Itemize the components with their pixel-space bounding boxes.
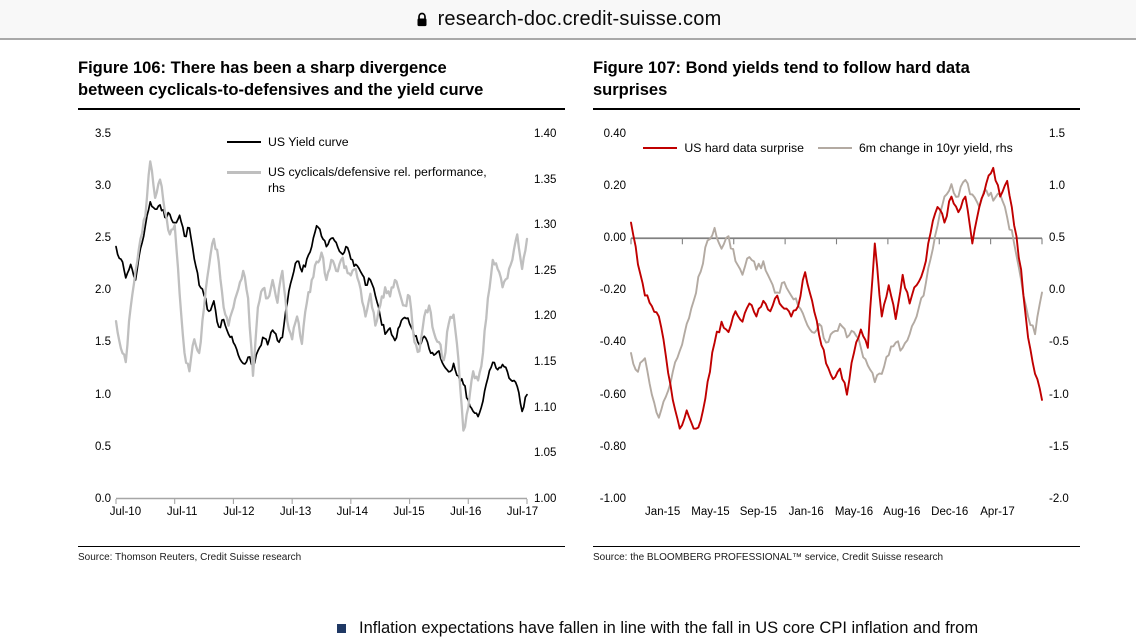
document-page: Figure 106: There has been a sharp diver… — [0, 40, 1136, 638]
figure-106-source-note: Source: Thomson Reuters, Credit Suisse r… — [78, 545, 565, 563]
y-tick-label: -0.40 — [599, 336, 626, 349]
y-tick-label: 3.5 — [95, 127, 111, 140]
figure-106-y-axis-left: 3.5 3.0 2.5 2.0 1.5 1.0 0.5 0.0 — [78, 128, 116, 505]
y-tick-label: -0.5 — [1049, 336, 1069, 349]
legend-line-swatch — [226, 140, 261, 143]
y-tick-label: -1.00 — [599, 492, 626, 505]
lock-icon — [415, 11, 429, 28]
x-tick-label: Jul-16 — [450, 505, 482, 518]
x-tick-label: May-15 — [691, 505, 730, 518]
legend-item: 6m change in 10yr yield, rhs — [817, 140, 1013, 157]
figure-107-chart-lines — [631, 134, 1042, 499]
figure-106-title-line1: Figure 106: There has been a sharp diver… — [78, 59, 447, 77]
figure-107-y-axis-right: 1.5 1.0 0.5 0.0 -0.5 -1.0 -1.5 -2.0 — [1042, 128, 1080, 505]
x-tick-label: Aug-16 — [883, 505, 921, 518]
y-tick-label: 1.5 — [1049, 127, 1065, 140]
browser-address-bar[interactable]: research-doc.credit-suisse.com — [0, 0, 1136, 40]
legend-label: US cyclicals/defensive rel. performance,… — [267, 164, 487, 195]
legend-item: US cyclicals/defensive rel. performance,… — [226, 164, 487, 197]
figure-106-plot-area: US Yield curve US cyclicals/defensive rel… — [110, 134, 538, 518]
y-tick-label: -2.0 — [1049, 492, 1069, 505]
y-tick-label: -1.0 — [1049, 388, 1069, 401]
y-tick-label: 1.10 — [534, 401, 557, 414]
y-tick-label: 1.00 — [534, 492, 557, 505]
figure-107-title: Figure 107: Bond yields tend to follow h… — [593, 57, 1080, 110]
legend-label: US Yield curve — [267, 134, 349, 149]
x-tick-label: Dec-16 — [931, 505, 969, 518]
y-tick-label: 2.0 — [95, 284, 111, 297]
figure-106: Figure 106: There has been a sharp diver… — [78, 57, 565, 563]
y-tick-label: 0.5 — [95, 440, 111, 453]
y-tick-label: 1.15 — [534, 356, 557, 368]
figure-107-title-line1: Figure 107: Bond yields tend to follow h… — [593, 59, 970, 77]
figure-107-plot-area: US hard data surprise 6m change in 10yr y… — [631, 134, 1042, 518]
figure-106-title: Figure 106: There has been a sharp diver… — [78, 57, 565, 110]
y-tick-label: -0.80 — [599, 440, 626, 453]
figure-107: Figure 107: Bond yields tend to follow h… — [593, 57, 1080, 563]
x-tick-label: Jul-14 — [336, 505, 368, 518]
legend-label: US hard data surprise — [684, 140, 804, 155]
y-tick-label: 0.0 — [95, 492, 111, 505]
y-tick-label: 0.00 — [603, 232, 626, 245]
figure-107-legend: US hard data surprise 6m change in 10yr y… — [643, 140, 1013, 157]
x-tick-label: Jul-10 — [109, 505, 142, 518]
x-tick-label: Jan-15 — [645, 505, 681, 518]
figure-106-x-axis-labels: Jul-10 Jul-11 Jul-12 Jul-13 Jul-14 Jul-15 Jul-… — [110, 499, 538, 525]
y-tick-label: -0.20 — [599, 284, 626, 297]
y-tick-label: 3.0 — [95, 180, 111, 193]
x-tick-label: Jul-12 — [223, 505, 255, 518]
y-tick-label: 0.20 — [603, 180, 626, 193]
y-tick-label: 1.25 — [534, 264, 557, 277]
bullet-square-icon — [337, 623, 346, 633]
legend-item: US hard data surprise — [643, 141, 804, 157]
legend-line-swatch — [643, 146, 678, 149]
x-tick-label: Apr-17 — [980, 505, 1015, 518]
x-tick-label: Jul-11 — [166, 505, 198, 518]
bullet-text: Inflation expectations have fallen in li… — [359, 618, 979, 637]
figures-row: Figure 106: There has been a sharp diver… — [78, 57, 1080, 563]
legend-line-swatch — [817, 146, 852, 149]
y-tick-label: 1.35 — [534, 173, 557, 186]
figure-107-title-line2: surprises — [593, 81, 668, 100]
url-text: research-doc.credit-suisse.com — [437, 7, 722, 30]
y-tick-label: 1.0 — [1049, 180, 1065, 193]
y-tick-label: -1.5 — [1049, 440, 1069, 453]
y-tick-label: 1.30 — [534, 219, 557, 232]
y-tick-label: 2.5 — [95, 232, 111, 245]
figure-106-chart-lines — [116, 134, 527, 499]
y-tick-label: 1.40 — [534, 127, 557, 140]
x-tick-label: Jul-13 — [279, 505, 312, 518]
x-tick-label: Jan-16 — [788, 505, 824, 518]
x-tick-label: Jul-17 — [506, 505, 539, 518]
figure-106-title-line2: between cyclicals-to-defensives and the … — [78, 81, 484, 100]
x-tick-label: Sep-15 — [739, 505, 777, 518]
x-tick-label: May-16 — [834, 505, 874, 518]
figure-107-chart: 0.40 0.20 0.00 -0.20 -0.40 -0.60 -0.80 -1.00 US… — [593, 128, 1080, 518]
bullet-point: Inflation expectations have fallen in li… — [337, 619, 1080, 638]
y-tick-label: 0.0 — [1049, 284, 1065, 297]
y-tick-label: 0.5 — [1049, 232, 1065, 245]
figure-106-legend: US Yield curve US cyclicals/defensive rel… — [226, 134, 487, 197]
figure-106-chart: 3.5 3.0 2.5 2.0 1.5 1.0 0.5 0.0 US Yield curve U… — [78, 128, 565, 518]
figure-107-y-axis-left: 0.40 0.20 0.00 -0.20 -0.40 -0.60 -0.80 -1.00 — [593, 128, 631, 505]
legend-line-swatch — [226, 170, 261, 174]
figure-107-x-axis-labels: Jan-15 May-15 Sep-15 Jan-16 May-16 Aug-16 Dec-… — [631, 499, 1042, 525]
y-tick-label: 1.5 — [95, 336, 111, 349]
y-tick-label: 1.0 — [95, 388, 111, 401]
y-tick-label: 0.40 — [603, 127, 626, 140]
y-tick-label: 1.20 — [534, 310, 557, 323]
legend-label: 6m change in 10yr yield, rhs — [858, 140, 1013, 155]
legend-item: US Yield curve — [226, 134, 487, 151]
x-tick-label: Jul-15 — [393, 505, 425, 518]
y-tick-label: 1.05 — [534, 447, 557, 460]
figure-107-source-note: Source: the BLOOMBERG PROFESSIONAL™ serv… — [593, 545, 1080, 563]
y-tick-label: -0.60 — [599, 388, 626, 401]
figure-106-y-axis-right: 1.40 1.35 1.30 1.25 1.20 1.15 1.10 1.05 1.00 — [527, 128, 565, 505]
